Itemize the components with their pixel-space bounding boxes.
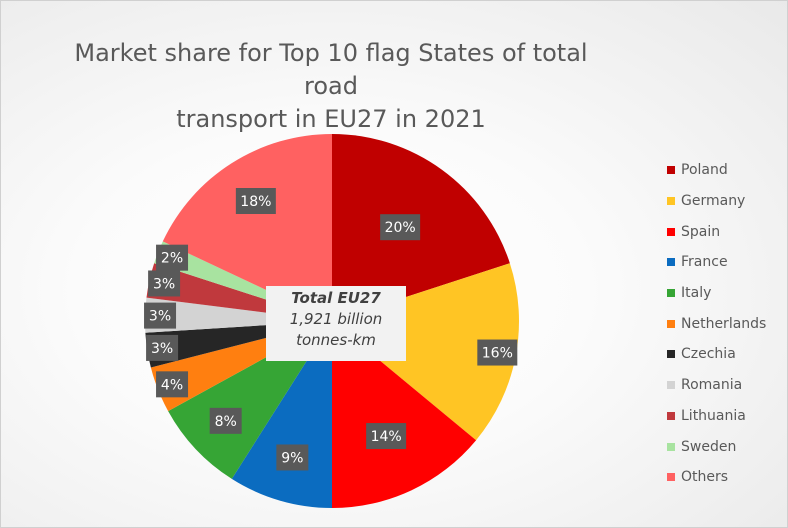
pie-slice-spain [332,321,477,509]
legend-item: Germany [667,186,766,217]
data-label-text: 3% [149,309,171,325]
legend-swatch [667,381,675,390]
legend: Poland Germany Spain France Italy Netherlands… [667,155,766,493]
legend-swatch [667,473,675,482]
legend-item: Italy [667,278,766,309]
data-label: 8% [209,407,242,434]
data-label-bg [235,188,276,215]
data-label: 16% [477,339,518,366]
legend-item: Netherlands [667,308,766,339]
pie-slice-romania [145,297,332,333]
chart-title: Market share for Top 10 flag States of t… [61,37,601,136]
data-label: 14% [366,423,407,450]
data-label-text: 18% [240,194,271,210]
data-label: 2% [156,244,189,271]
legend-item: France [667,247,766,278]
legend-item: Sweden [667,431,766,462]
legend-swatch [667,258,675,267]
data-label-bg [380,214,421,241]
data-label-bg [144,302,177,329]
data-label-text: 4% [161,377,183,393]
legend-label: Lithuania [681,407,746,424]
legend-label: Italy [681,285,712,302]
data-label-text: 3% [151,341,173,357]
data-label-text: 20% [385,220,416,236]
legend-item: Poland [667,155,766,186]
legend-swatch [667,319,675,328]
legend-swatch [667,442,675,451]
data-label-bg [148,270,181,297]
data-label-text: 2% [161,251,183,267]
total-annotation: Total EU27 1,921 billion tonnes-km [266,286,406,361]
data-label: 3% [146,334,179,361]
data-label-bg [156,371,189,398]
data-label-text: 9% [281,450,303,466]
total-annotation-unit: tonnes-km [296,331,376,349]
data-label: 3% [144,302,177,329]
legend-item: Romania [667,370,766,401]
chart-title-line-1: Market share for Top 10 flag States of t… [74,39,588,100]
data-label: 9% [276,444,309,471]
pie-slice-poland [332,134,510,321]
legend-item: Others [667,462,766,493]
legend-label: Czechia [681,346,736,363]
data-label-text: 16% [482,346,513,362]
total-annotation-value: 1,921 billion [289,310,383,328]
data-label-bg [366,423,407,450]
data-label: 20% [380,214,421,241]
data-label: 4% [156,371,189,398]
legend-swatch [667,197,675,206]
legend-swatch [667,227,675,236]
data-label-text: 8% [215,414,237,430]
legend-label: Romania [681,377,743,394]
data-label-bg [156,244,189,271]
legend-item: Lithuania [667,401,766,432]
data-label-bg [146,334,179,361]
legend-swatch [667,411,675,420]
legend-label: Netherlands [681,315,767,332]
legend-label: Poland [681,162,728,179]
legend-label: Germany [681,193,746,210]
data-label-bg [209,407,242,434]
legend-swatch [667,289,675,298]
data-label-bg [477,339,518,366]
data-label: 3% [148,270,181,297]
chart-title-line-2: transport in EU27 in 2021 [176,105,486,133]
legend-item: Spain [667,216,766,247]
legend-swatch [667,350,675,359]
legend-item: Czechia [667,339,766,370]
legend-label: France [681,254,728,271]
legend-swatch [667,166,675,175]
data-label-text: 14% [371,429,402,445]
pie-slice-others [162,134,332,321]
legend-label: Sweden [681,438,737,455]
data-label: 18% [235,188,276,215]
legend-label: Spain [681,223,721,240]
data-label-bg [276,444,309,471]
total-annotation-title: Total EU27 [291,289,381,307]
data-label-text: 3% [153,276,175,292]
legend-label: Others [681,469,729,486]
